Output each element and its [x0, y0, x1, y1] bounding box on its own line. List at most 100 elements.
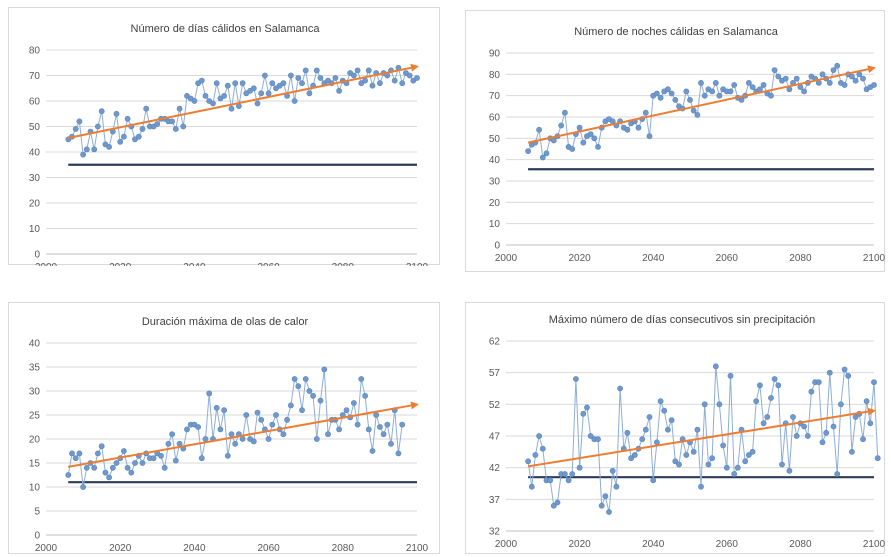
- data-point: [745, 80, 752, 86]
- data-point: [172, 126, 179, 132]
- data-point: [771, 67, 778, 73]
- y-tick-label: 30: [489, 177, 501, 188]
- data-point: [373, 412, 380, 418]
- data-point: [376, 80, 383, 87]
- chart-panel-dias-calidos: Número de días cálidos en Salamanca 0 10 2…: [8, 7, 440, 266]
- data-point: [569, 471, 576, 477]
- y-tick-label: 32: [489, 527, 501, 538]
- chart-title: Número de días cálidos en Salamanca: [131, 23, 321, 35]
- data-point: [143, 105, 150, 112]
- data-point: [738, 97, 745, 103]
- data-point: [217, 426, 224, 433]
- data-point: [830, 423, 837, 430]
- data-point: [406, 72, 413, 79]
- data-point: [716, 401, 723, 408]
- data-point: [184, 426, 190, 433]
- x-tick-label: 2100: [406, 543, 429, 554]
- data-point: [532, 452, 539, 458]
- x-tick-label: 2020: [568, 253, 591, 264]
- data-point: [332, 75, 339, 81]
- data-point: [871, 379, 877, 386]
- data-point: [191, 98, 198, 104]
- data-point: [239, 80, 246, 87]
- x-tick-label: 2060: [716, 253, 739, 264]
- data-point: [299, 80, 305, 87]
- y-tick-label: 70: [489, 91, 501, 102]
- data-point: [95, 450, 101, 457]
- data-point: [291, 376, 298, 382]
- y-tick-label: 20: [29, 199, 41, 210]
- y-tick-label: 30: [29, 387, 41, 398]
- data-point: [228, 105, 235, 112]
- data-point: [756, 382, 763, 389]
- data-point: [631, 452, 638, 458]
- data-point: [709, 455, 715, 462]
- data-point: [742, 458, 749, 465]
- data-point: [302, 67, 309, 74]
- x-tick-label: 2100: [406, 262, 429, 266]
- data-point: [95, 123, 101, 130]
- data-point: [664, 86, 671, 93]
- data-point: [224, 452, 231, 459]
- data-point: [232, 440, 239, 447]
- data-point: [176, 105, 183, 112]
- data-point: [287, 72, 294, 79]
- data-point: [584, 404, 590, 411]
- data-point: [343, 407, 350, 414]
- data-point: [117, 138, 124, 145]
- data-point: [569, 146, 576, 152]
- data-point: [536, 433, 542, 439]
- data-point: [628, 455, 634, 462]
- data-point: [646, 133, 653, 140]
- data-point: [295, 383, 302, 390]
- y-tick-label: 57: [489, 368, 501, 379]
- data-point: [668, 417, 675, 424]
- data-point: [76, 118, 83, 125]
- data-point: [771, 376, 778, 382]
- data-point: [399, 80, 406, 87]
- x-tick-label: 2080: [332, 262, 355, 266]
- data-point: [672, 97, 679, 103]
- data-point: [210, 100, 216, 107]
- data-point: [756, 86, 763, 93]
- data-point: [734, 464, 741, 471]
- data-point: [121, 448, 127, 454]
- x-tick-label: 2040: [183, 543, 206, 554]
- data-point: [198, 77, 205, 84]
- data-point: [269, 80, 276, 87]
- y-tick-label: 50: [29, 122, 41, 133]
- y-tick-label: 10: [29, 224, 41, 235]
- data-point: [391, 77, 398, 84]
- data-point: [265, 436, 272, 442]
- data-point: [154, 121, 161, 127]
- x-tick-label: 2000: [495, 253, 518, 264]
- data-point: [749, 84, 756, 90]
- data-point: [595, 436, 601, 443]
- data-point: [313, 436, 320, 442]
- data-point: [848, 73, 855, 80]
- y-tick-label: 10: [29, 483, 41, 494]
- chart-panel-olas-calor: Duración máxima de olas de calor 0 5 10 15 2…: [8, 302, 440, 554]
- data-point: [362, 77, 368, 84]
- y-tick-label: 0: [494, 241, 500, 252]
- data-point: [690, 448, 697, 455]
- data-point: [801, 88, 807, 95]
- data-point: [139, 460, 146, 466]
- data-point: [354, 421, 361, 428]
- data-point: [221, 93, 227, 99]
- data-point: [863, 398, 870, 405]
- chart-title: Número de noches cálidas en Salamanca: [574, 26, 779, 38]
- data-point: [91, 464, 98, 471]
- y-tick-label: 40: [29, 339, 41, 350]
- data-point: [826, 80, 833, 86]
- data-point: [661, 407, 668, 414]
- data-point: [676, 461, 682, 468]
- data-point: [536, 126, 542, 133]
- x-tick-label: 2060: [257, 543, 280, 554]
- data-point: [258, 90, 265, 97]
- x-tick-label: 2100: [863, 539, 886, 550]
- data-point: [65, 472, 72, 478]
- data-point: [683, 88, 690, 95]
- data-point: [106, 143, 112, 150]
- data-point: [639, 436, 646, 443]
